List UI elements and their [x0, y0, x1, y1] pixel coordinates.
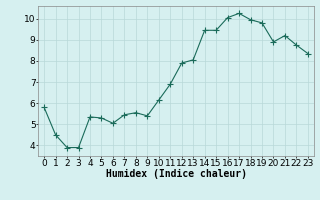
X-axis label: Humidex (Indice chaleur): Humidex (Indice chaleur) [106, 169, 246, 179]
